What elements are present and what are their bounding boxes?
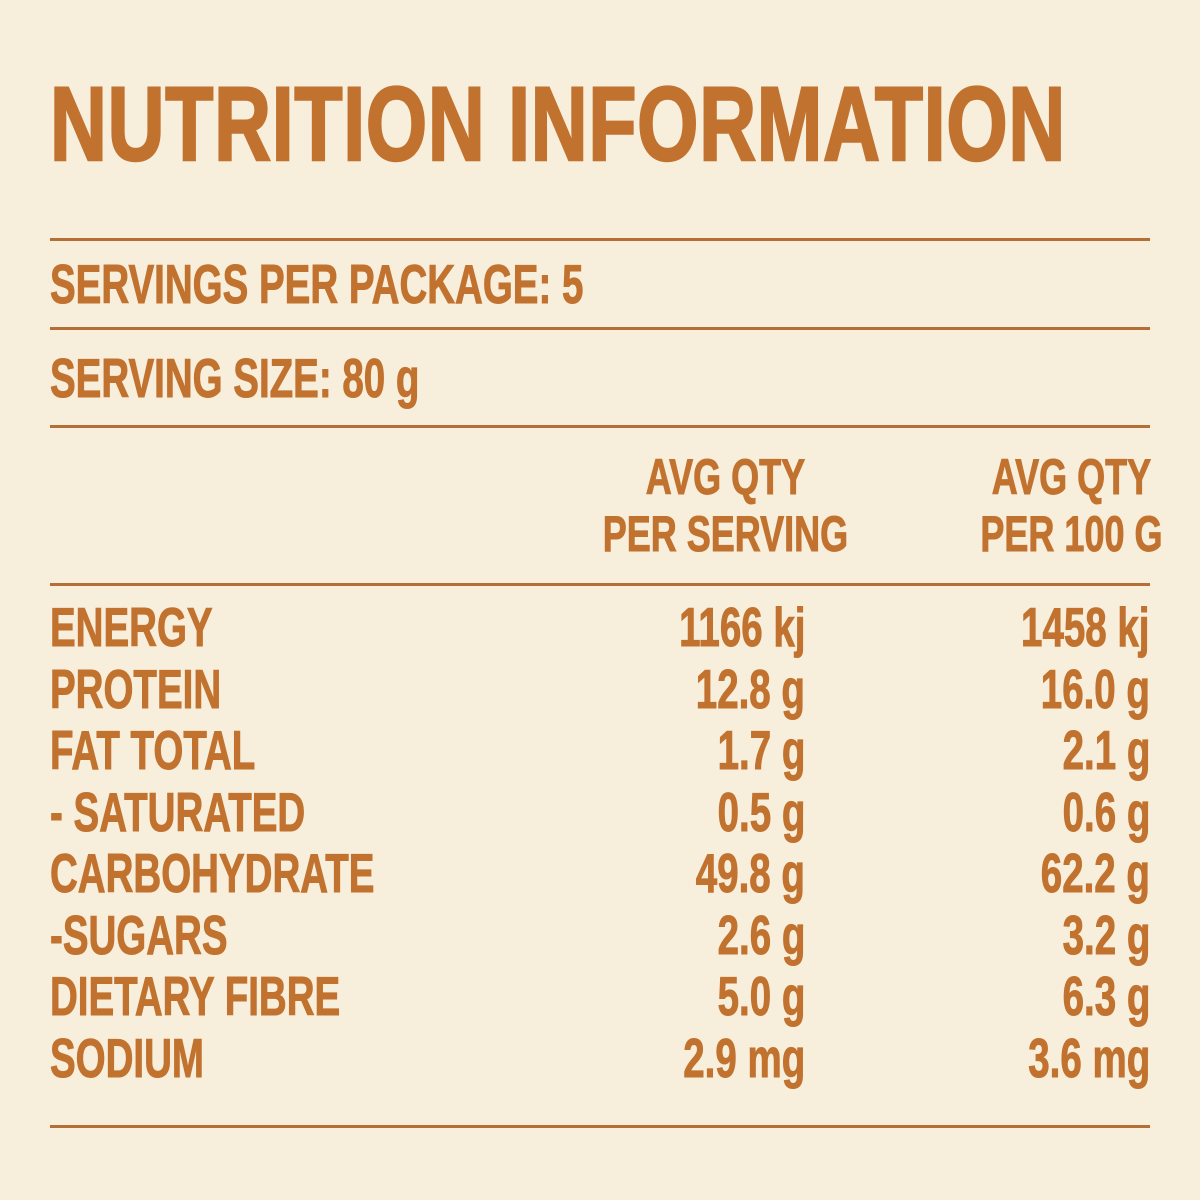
table-row-sugars: -SUGARS 2.6 g 3.2 g	[50, 903, 1151, 967]
nutrition-table: ENERGY 1166 kj 1458 kj PROTEIN 12.8 g 16…	[50, 586, 1151, 1090]
row-value-text: 2.1 g	[1062, 719, 1150, 781]
table-row-saturated: - SATURATED 0.5 g 0.6 g	[50, 780, 1151, 844]
row-label: CARBOHYDRATE	[50, 842, 555, 905]
divider	[50, 425, 1150, 428]
table-row-sodium: SODIUM 2.9 mg 3.6 mg	[50, 1026, 1151, 1090]
row-label: -SUGARS	[50, 903, 555, 967]
row-value-per-serving: 2.6 g	[555, 903, 805, 967]
servings-per-package: SERVINGS PER PACKAGE: 5	[50, 241, 1150, 327]
serving-size-text: SERVING SIZE: 80 g	[50, 346, 420, 410]
table-row-fat-total: FAT TOTAL 1.7 g 2.1 g	[50, 719, 1151, 782]
serving-size: SERVING SIZE: 80 g	[50, 330, 1150, 425]
page-title-text: NUTRITION INFORMATION	[49, 66, 1067, 183]
divider	[50, 583, 1150, 586]
row-label-text: - SATURATED	[50, 780, 306, 843]
row-label-text: PROTEIN	[50, 657, 222, 720]
row-value-text: 2.9 mg	[683, 1026, 806, 1089]
servings-per-package-text: SERVINGS PER PACKAGE: 5	[50, 252, 584, 316]
row-label-text: ENERGY	[50, 596, 213, 658]
row-value-text: 1166 kj	[678, 596, 805, 658]
row-value-per-serving: 1.7 g	[555, 719, 805, 782]
serving-size-label: SERVING SIZE:	[50, 346, 332, 409]
row-value-text: 62.2 g	[1040, 842, 1150, 904]
row-value-per-100g: 16.0 g	[805, 657, 1150, 721]
row-value-text: 1458 kj	[1021, 596, 1150, 658]
row-value-per-serving: 2.9 mg	[555, 1026, 806, 1090]
row-label: SODIUM	[50, 1026, 555, 1090]
row-value-per-100g: 3.2 g	[805, 903, 1150, 967]
row-value-per-100g: 3.6 mg	[805, 1026, 1151, 1090]
row-value-text: 3.6 mg	[1028, 1026, 1151, 1089]
row-label: PROTEIN	[50, 657, 555, 721]
column-header-line1: AVG QTY	[645, 448, 806, 505]
row-label-text: DIETARY FIBRE	[50, 965, 341, 1027]
row-value-per-100g: 62.2 g	[805, 842, 1150, 905]
table-row-carbohydrate: CARBOHYDRATE 49.8 g 62.2 g	[50, 842, 1151, 905]
row-value-per-100g: 2.1 g	[805, 719, 1150, 782]
row-value-text: 0.5 g	[717, 780, 805, 843]
column-header-line1: AVG QTY	[991, 448, 1152, 505]
column-header-per-100g-text: AVG QTY PER 100 G	[980, 448, 1163, 563]
row-label: FAT TOTAL	[50, 719, 555, 782]
row-value-text: 6.3 g	[1062, 965, 1150, 1027]
row-value-per-100g: 6.3 g	[805, 965, 1150, 1028]
row-value-text: 16.0 g	[1040, 657, 1150, 720]
row-value-text: 3.2 g	[1062, 903, 1150, 966]
table-row-energy: ENERGY 1166 kj 1458 kj	[50, 596, 1151, 659]
column-header-per-serving: AVG QTY PER SERVING	[555, 448, 848, 563]
column-header-line2: PER 100 G	[980, 505, 1163, 562]
row-value-text: 5.0 g	[717, 965, 805, 1027]
table-row-dietary-fibre: DIETARY FIBRE 5.0 g 6.3 g	[50, 965, 1151, 1028]
row-label-text: FAT TOTAL	[50, 719, 256, 781]
row-value-per-serving: 49.8 g	[555, 842, 805, 905]
column-header-per-serving-text: AVG QTY PER SERVING	[602, 448, 849, 563]
row-value-text: 49.8 g	[695, 842, 805, 904]
row-label-text: SODIUM	[50, 1026, 205, 1089]
row-value-per-serving: 12.8 g	[555, 657, 805, 721]
serving-size-value: 80 g	[342, 346, 420, 409]
row-label-text: -SUGARS	[50, 903, 228, 966]
page-title: NUTRITION INFORMATION	[49, 66, 1150, 183]
row-value-text: 0.6 g	[1062, 780, 1150, 843]
row-label: - SATURATED	[50, 780, 555, 844]
row-label: ENERGY	[50, 596, 555, 659]
divider	[50, 238, 1150, 241]
row-label-text: CARBOHYDRATE	[50, 842, 375, 904]
table-row-protein: PROTEIN 12.8 g 16.0 g	[50, 657, 1151, 721]
servings-per-package-label: SERVINGS PER PACKAGE:	[50, 253, 552, 316]
row-value-text: 2.6 g	[717, 903, 805, 966]
row-value-per-serving: 0.5 g	[555, 780, 805, 844]
row-label: DIETARY FIBRE	[50, 965, 555, 1028]
row-value-per-100g: 0.6 g	[805, 780, 1150, 844]
row-value-per-100g: 1458 kj	[805, 596, 1150, 659]
column-header-line2: PER SERVING	[602, 505, 849, 562]
row-value-text: 12.8 g	[695, 657, 805, 720]
table-header-row: AVG QTY PER SERVING AVG QTY PER 100 G	[50, 428, 1163, 583]
row-value-text: 1.7 g	[717, 719, 805, 781]
divider	[50, 327, 1150, 330]
divider	[50, 1125, 1150, 1128]
column-header-per-100g: AVG QTY PER 100 G	[805, 448, 1163, 563]
servings-per-package-value: 5	[562, 253, 584, 316]
row-value-per-serving: 1166 kj	[555, 596, 805, 659]
row-value-per-serving: 5.0 g	[555, 965, 805, 1028]
